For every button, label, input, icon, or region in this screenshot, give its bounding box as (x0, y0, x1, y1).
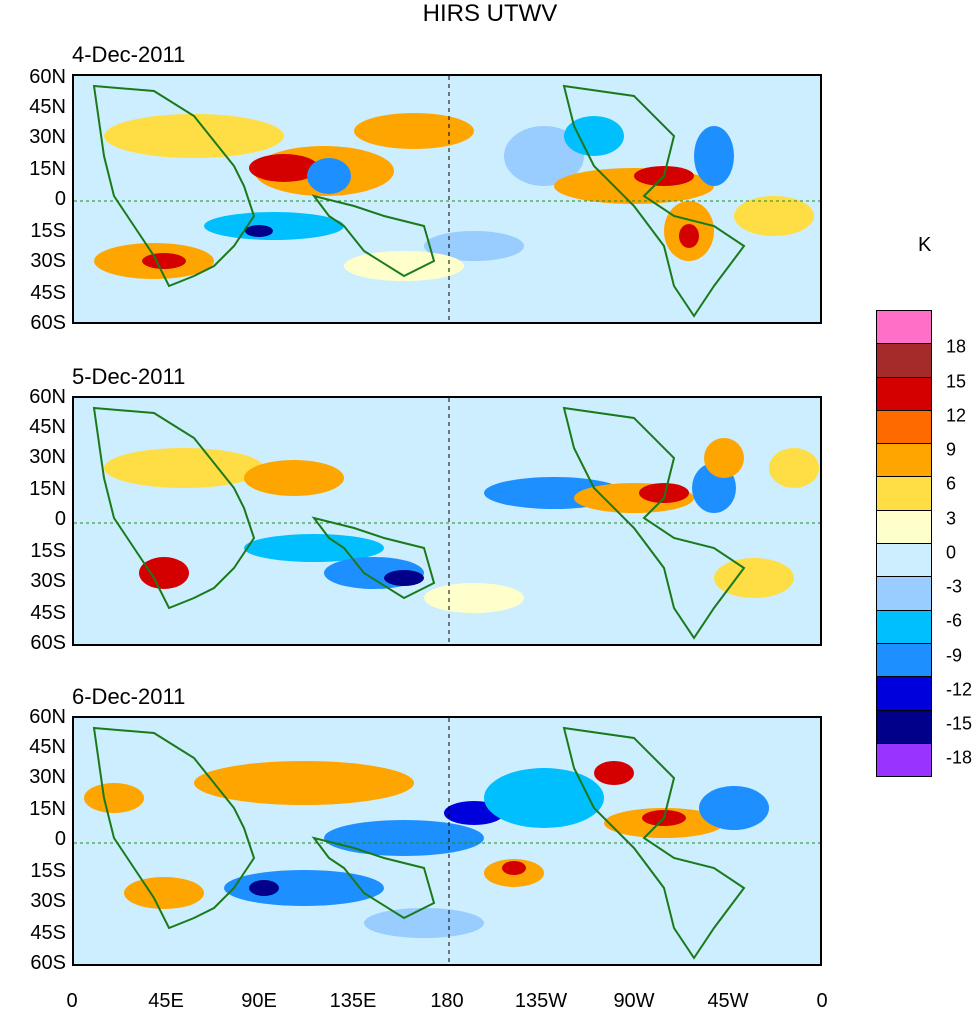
colorbar-box (876, 742, 932, 778)
panel-3-lat-axis: 60N 45N 30N 15N 0 15S 30S 45S 60S (0, 706, 66, 974)
map-panel-6-dec (72, 716, 822, 966)
panel-1-date: 4-Dec-2011 (72, 42, 186, 67)
lat-label: 45S (30, 602, 66, 624)
lat-label: 15N (29, 158, 66, 180)
colorbar-label: 12 (946, 405, 967, 426)
lat-label: 30S (30, 570, 66, 592)
lat-label: 30N (29, 126, 66, 148)
lon-label: 0 (66, 990, 78, 1012)
colorbar-box (876, 576, 932, 611)
colorbar-label: 15 (946, 371, 967, 392)
lat-label: 60S (30, 632, 66, 654)
lat-label: 30N (29, 766, 66, 788)
colorbar-label: -9 (946, 645, 963, 666)
lat-label: 60N (29, 386, 66, 408)
lat-label: 30S (30, 890, 66, 912)
lon-label: 135E (329, 990, 377, 1012)
lat-label: 15S (30, 540, 66, 562)
panel-2-date: 5-Dec-2011 (72, 364, 186, 389)
lon-label: 90W (613, 990, 655, 1012)
lat-label: 45S (30, 922, 66, 944)
colorbar-label: -15 (946, 713, 973, 734)
lat-label: 45N (29, 416, 66, 438)
colorbar-label: 0 (946, 542, 957, 563)
panel-3-date: 6-Dec-2011 (72, 684, 186, 709)
colorbar-box (876, 676, 932, 711)
lon-label: 135W (514, 990, 568, 1012)
lat-label: 30N (29, 446, 66, 468)
lat-label: 30S (30, 250, 66, 272)
colorbar-box (876, 709, 932, 744)
colorbar-box (876, 609, 932, 644)
colorbar-box (876, 409, 932, 445)
colorbar-label: 6 (946, 473, 957, 494)
lat-label: 15N (29, 798, 66, 820)
lat-label: 15S (30, 220, 66, 242)
colorbar-label: 18 (946, 336, 967, 357)
colorbar-label: 3 (946, 508, 957, 529)
lon-label: 90E (241, 990, 277, 1012)
colorbar (876, 310, 932, 778)
colorbar-label: -3 (946, 576, 963, 597)
lon-label: 45E (148, 990, 184, 1012)
lat-label: 60N (29, 706, 66, 728)
colorbar-box (876, 642, 932, 678)
lon-label: 45W (707, 990, 749, 1012)
colorbar-box (876, 443, 932, 478)
colorbar-box (876, 543, 932, 578)
lat-label: 0 (54, 828, 66, 850)
colorbar-box (876, 376, 932, 411)
colorbar-label: 9 (946, 439, 957, 460)
lat-label: 45N (29, 96, 66, 118)
colorbar-label: -12 (946, 679, 973, 700)
colorbar-box (876, 343, 932, 378)
lat-label: 45S (30, 282, 66, 304)
colorbar-unit: K (918, 234, 932, 256)
lon-label: 0 (816, 990, 828, 1012)
map-panel-5-dec (72, 396, 822, 646)
lat-label: 60S (30, 952, 66, 974)
lat-label: 0 (54, 508, 66, 530)
colorbar-label: -6 (946, 610, 963, 631)
lat-label: 60N (29, 66, 66, 88)
colorbar-box (876, 509, 932, 545)
panel-1-lat-axis: 60N 45N 30N 15N 0 15S 30S 45S 60S (0, 66, 66, 334)
colorbar-box (876, 476, 932, 511)
lat-label: 0 (54, 188, 66, 210)
figure-title: HIRS UTWV (422, 0, 558, 27)
lat-label: 15N (29, 478, 66, 500)
colorbar-box (876, 310, 932, 345)
lat-label: 60S (30, 312, 66, 334)
map-panel-4-dec (72, 74, 822, 324)
lat-label: 45N (29, 736, 66, 758)
lon-label: 180 (430, 990, 464, 1012)
lat-label: 15S (30, 860, 66, 882)
colorbar-label: -18 (946, 747, 973, 768)
panel-2-lat-axis: 60N 45N 30N 15N 0 15S 30S 45S 60S (0, 386, 66, 654)
